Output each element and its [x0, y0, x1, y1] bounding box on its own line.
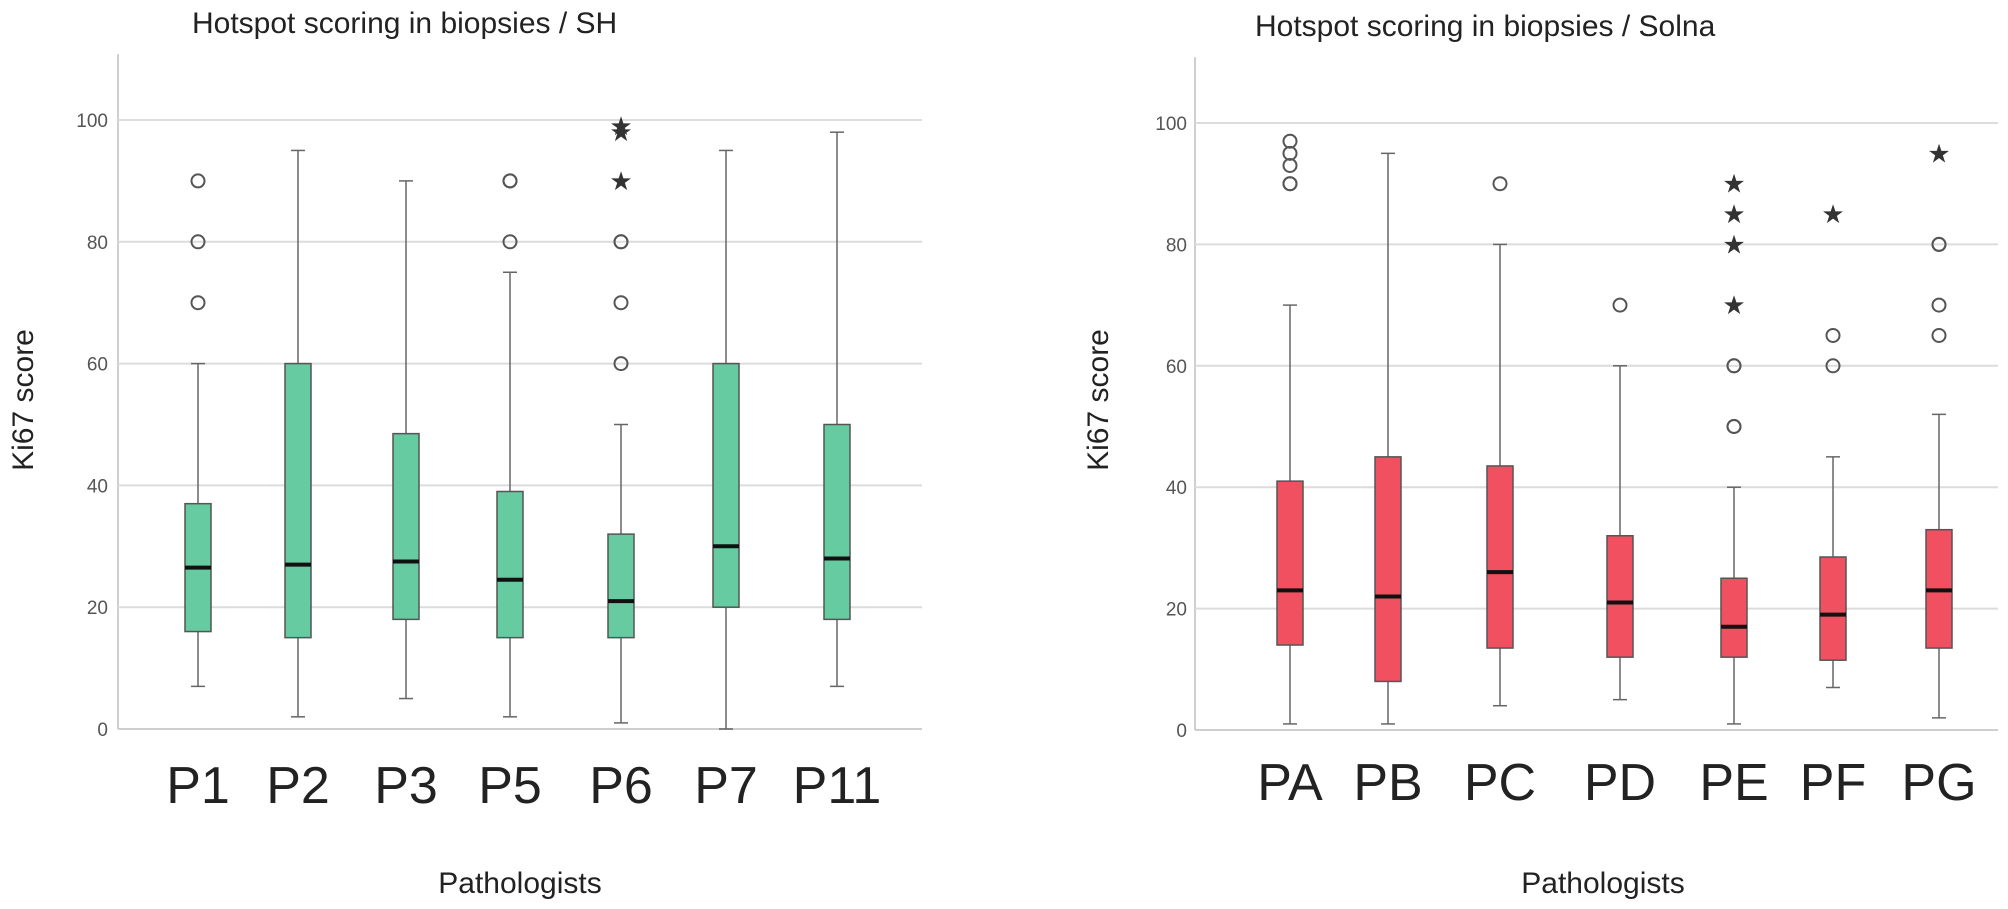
extreme-point: ★ [1821, 199, 1844, 229]
extreme-point: ★ [609, 117, 632, 147]
x-tick-label: P2 [266, 757, 330, 815]
y-tick-label: 40 [87, 476, 108, 497]
x-tick-labels: PA PB PC PD PE PF PG [1257, 754, 1976, 812]
y-tick-label: 20 [1166, 600, 1187, 621]
x-tick-label: P5 [478, 757, 542, 815]
x-tick-labels: P1 P2 P3 P5 P6 P7 P11 [166, 757, 881, 815]
chart-title: Hotspot scoring in biopsies / SH [192, 7, 617, 40]
iqr-box [1374, 456, 1402, 683]
box-group-p7 [712, 149, 740, 730]
y-tick-label: 0 [1176, 721, 1187, 742]
outlier-point [1931, 236, 1947, 252]
box-group-p1 [184, 173, 212, 688]
extreme-point: ★ [1722, 290, 1745, 320]
outlier-point [613, 295, 629, 311]
x-tick-label: PA [1257, 754, 1323, 812]
iqr-box [607, 533, 635, 639]
outlier-point [502, 234, 518, 250]
iqr-box [1606, 535, 1634, 658]
extreme-point: ★ [1722, 169, 1745, 199]
iqr-box [496, 490, 524, 639]
y-axis-title: Ki67 score [1082, 329, 1115, 471]
outlier-point [1726, 358, 1742, 374]
chart-sh: Hotspot scoring in biopsies / SH Ki67 sc… [7, 7, 922, 900]
box-group-p2 [284, 149, 312, 718]
box-group-p11 [823, 131, 851, 688]
box-group-pe: ★★★★ [1720, 169, 1748, 725]
x-tick-label: PC [1464, 754, 1536, 812]
box-group-pa [1276, 133, 1304, 725]
outlier-point [1282, 157, 1298, 173]
y-tick-label: 100 [1155, 114, 1187, 135]
y-tick-labels: 0 20 40 60 80 100 [1155, 114, 1187, 742]
iqr-box [284, 362, 312, 639]
outlier-point [613, 356, 629, 372]
outlier-point [190, 295, 206, 311]
outlier-point [190, 173, 206, 189]
outlier-point [613, 234, 629, 250]
iqr-box [1819, 556, 1847, 661]
y-axis-title: Ki67 score [7, 329, 40, 471]
y-tick-label: 100 [76, 111, 108, 132]
outlier-point [1825, 327, 1841, 343]
box-group-pf: ★ [1819, 199, 1847, 689]
box-group-pd [1606, 297, 1634, 701]
outlier-point [1282, 133, 1298, 149]
x-tick-label: P3 [374, 757, 438, 815]
y-tick-label: 60 [87, 355, 108, 376]
extreme-point: ★ [1927, 138, 1950, 168]
y-tick-label: 40 [1166, 478, 1187, 499]
x-tick-label: PF [1800, 754, 1866, 812]
x-tick-label: PD [1584, 754, 1656, 812]
iqr-box [1720, 577, 1748, 658]
extreme-point: ★ [609, 111, 632, 141]
y-tick-label: 0 [97, 720, 108, 741]
boxes: ★★★ [184, 111, 851, 730]
outlier-point [502, 173, 518, 189]
box-group-p6: ★★★ [607, 111, 635, 724]
y-tick-label: 60 [1166, 357, 1187, 378]
iqr-box [712, 362, 740, 608]
y-tick-labels: 0 20 40 60 80 100 [76, 111, 108, 741]
box-group-p3 [392, 180, 420, 700]
outlier-point [1931, 327, 1947, 343]
gridlines [1194, 57, 1998, 731]
outlier-point [1612, 297, 1628, 313]
x-tick-label: PG [1901, 754, 1976, 812]
chart-solna: Hotspot scoring in biopsies / Solna Ki67… [1082, 10, 1998, 900]
y-tick-label: 80 [1166, 235, 1187, 256]
x-tick-label: PE [1699, 754, 1768, 812]
iqr-box [823, 423, 851, 621]
outlier-point [1726, 419, 1742, 434]
boxes: ★★★★★★ [1276, 133, 1953, 725]
box-group-pg: ★ [1925, 138, 1953, 719]
iqr-box [1276, 480, 1304, 646]
x-axis-title: Pathologists [1521, 867, 1684, 900]
box-group-pc [1486, 176, 1514, 707]
x-tick-label: P6 [589, 757, 653, 815]
outlier-point [1282, 176, 1298, 192]
outlier-point [1931, 297, 1947, 313]
x-tick-label: P11 [793, 757, 882, 815]
box-group-p5 [496, 173, 524, 718]
extreme-point: ★ [1722, 199, 1745, 229]
x-tick-label: P1 [166, 757, 230, 815]
extreme-point: ★ [609, 166, 632, 196]
x-axis-title: Pathologists [438, 867, 601, 900]
y-tick-label: 80 [87, 233, 108, 254]
y-tick-label: 20 [87, 598, 108, 619]
outlier-point [1282, 145, 1298, 161]
iqr-box [392, 432, 420, 621]
outlier-point [1825, 358, 1841, 374]
outlier-point [190, 234, 206, 250]
box-group-pb [1374, 152, 1402, 725]
x-tick-label: P7 [694, 757, 758, 815]
x-tick-label: PB [1353, 754, 1422, 812]
chart-title: Hotspot scoring in biopsies / Solna [1255, 10, 1716, 43]
outlier-point [1492, 176, 1508, 192]
extreme-point: ★ [1722, 229, 1745, 259]
iqr-box [1486, 465, 1514, 649]
